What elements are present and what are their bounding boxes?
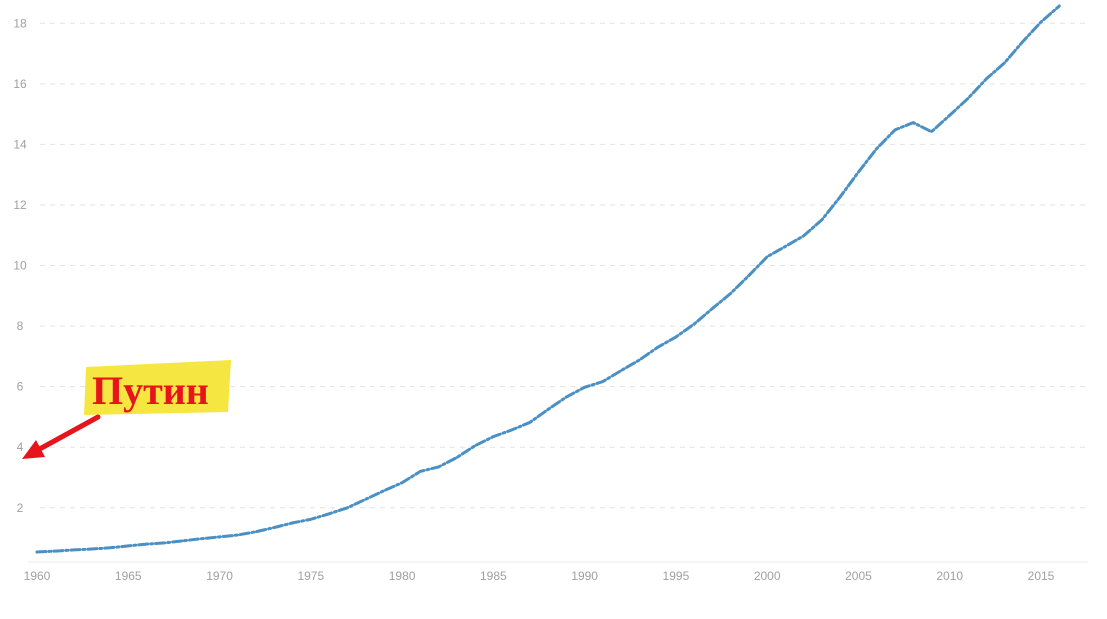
x-tick-label: 2000	[754, 569, 781, 583]
x-tick-label: 2015	[1028, 569, 1055, 583]
y-tick-label: 8	[17, 319, 24, 333]
data-point	[236, 533, 239, 537]
putin-annotation: Путин	[22, 360, 231, 459]
data-point	[820, 218, 824, 221]
x-tick-label: 2010	[936, 569, 963, 583]
annotation-highlight	[84, 360, 231, 415]
y-tick-label: 16	[13, 77, 27, 91]
data-point	[619, 369, 623, 372]
data-point	[565, 395, 568, 399]
y-tick-label: 4	[17, 440, 24, 454]
data-point	[90, 547, 94, 551]
data-point	[364, 498, 367, 501]
y-tick-label: 2	[17, 501, 24, 515]
x-tick-label: 1975	[297, 569, 324, 583]
y-tick-label: 18	[13, 16, 27, 30]
data-point	[1058, 4, 1061, 8]
y-tick-label: 10	[13, 259, 27, 273]
annotation-label: Путин	[92, 368, 209, 413]
data-point	[309, 518, 312, 521]
x-tick-label: 1970	[206, 569, 233, 583]
data-point	[656, 346, 659, 349]
y-tick-label: 6	[17, 380, 24, 394]
data-point	[601, 380, 605, 383]
series-lines	[35, 4, 1061, 554]
data-point	[382, 489, 385, 492]
y-tick-label: 12	[13, 198, 27, 212]
data-point	[948, 114, 951, 117]
annotation-arrow-head	[22, 440, 45, 459]
x-tick-label: 1980	[389, 569, 416, 583]
annotation-arrow-shaft	[33, 414, 101, 454]
data-point	[492, 435, 495, 438]
data-point	[273, 526, 276, 529]
data-point	[985, 77, 988, 81]
data-point	[181, 539, 185, 542]
data-point	[784, 245, 787, 248]
data-point	[546, 408, 550, 411]
data-point	[108, 546, 112, 549]
data-point	[419, 470, 422, 473]
data-point	[218, 535, 221, 539]
data-point	[437, 465, 440, 469]
data-point	[729, 292, 732, 295]
data-point	[930, 130, 933, 133]
data-point	[455, 456, 459, 459]
data-point	[473, 444, 477, 447]
x-tick-label: 1990	[571, 569, 598, 583]
y-tick-label: 14	[13, 137, 27, 151]
data-point	[163, 541, 166, 545]
data-point	[912, 121, 915, 124]
data-point	[35, 550, 39, 554]
data-point	[802, 234, 805, 237]
data-point	[1039, 20, 1043, 24]
data-point	[1021, 40, 1024, 43]
data-point	[1003, 61, 1006, 65]
x-axis-ticks: 1960 1965 1970 1975 1980 1985 1990 1995 2000 2005…	[24, 569, 1055, 583]
data-point	[254, 530, 258, 533]
x-tick-label: 2005	[845, 569, 872, 583]
data-point	[693, 322, 696, 326]
data-point	[857, 170, 860, 174]
data-point	[72, 548, 75, 552]
data-point	[200, 537, 203, 540]
data-point	[839, 195, 842, 198]
data-point	[747, 274, 751, 277]
data-point	[54, 549, 57, 553]
data-point	[893, 128, 897, 132]
data-point	[510, 428, 513, 432]
x-tick-label: 1995	[663, 569, 690, 583]
x-tick-label: 1985	[480, 569, 507, 583]
data-point	[711, 307, 714, 310]
data-point	[674, 335, 678, 339]
grid-lines	[28, 22, 1088, 563]
data-point	[875, 147, 878, 150]
data-point	[766, 255, 769, 258]
data-point	[291, 521, 294, 525]
data-point	[528, 421, 532, 424]
data-point	[327, 512, 331, 515]
x-tick-label: 1960	[24, 569, 51, 583]
data-point	[346, 506, 349, 509]
y-axis-ticks: 2 4 6 8 10 12 14 16 18	[13, 16, 27, 515]
data-point	[583, 386, 586, 389]
data-point	[966, 97, 970, 100]
x-tick-label: 1965	[115, 569, 142, 583]
data-point	[400, 481, 404, 484]
data-point	[127, 544, 130, 548]
data-point	[145, 542, 148, 546]
data-point	[638, 358, 641, 362]
series-line-0	[35, 4, 1061, 554]
